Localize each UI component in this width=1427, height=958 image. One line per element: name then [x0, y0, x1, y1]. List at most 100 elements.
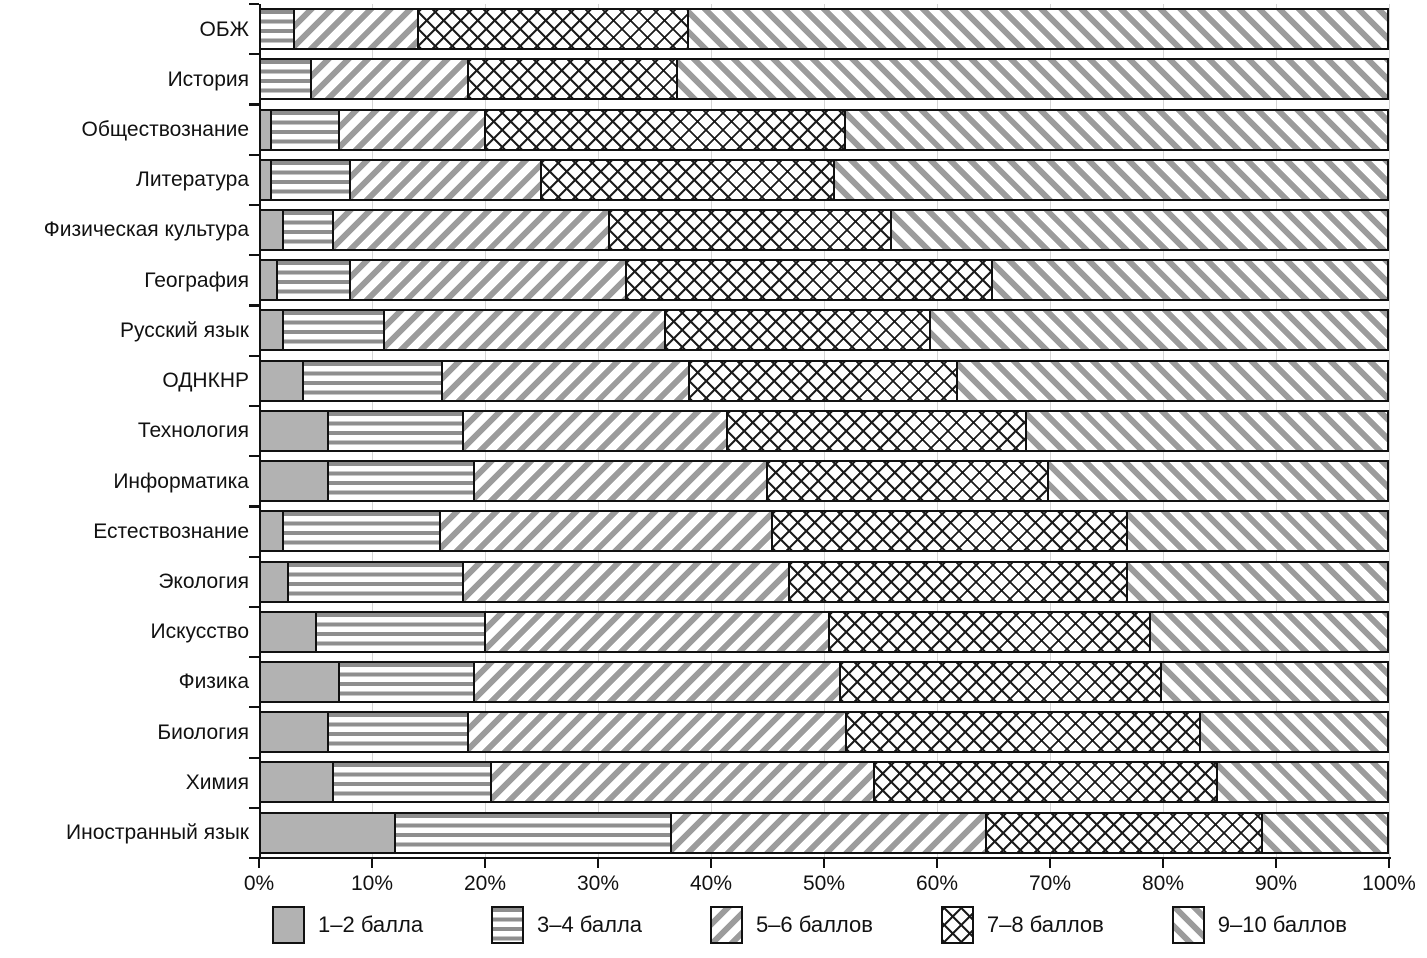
- x-axis-labels: 0% 10% 20% 30% 40% 50% 60% 70% 80% 90% 100%: [244, 872, 1416, 898]
- y-axis-tick: [249, 304, 259, 307]
- bar-segment: [303, 361, 444, 400]
- bar-segment: [261, 813, 397, 852]
- bar-segment: [261, 512, 284, 551]
- bar-row: Информатика: [0, 456, 1427, 506]
- bar-row: ОБЖ: [0, 4, 1427, 54]
- bar-segment: [261, 411, 329, 450]
- bar-segment: [1026, 411, 1387, 450]
- bar-segment: [486, 110, 847, 149]
- bar-segment: [261, 261, 278, 300]
- category-label: Естествознание: [93, 519, 249, 543]
- y-axis-tick: [249, 354, 259, 357]
- bar-row: Искусство: [0, 607, 1427, 657]
- bar-segment: [441, 512, 774, 551]
- x-tick-label: 40%: [689, 872, 733, 895]
- category-label: Обществознание: [81, 118, 249, 141]
- bar-row: Биология: [0, 707, 1427, 757]
- bar-row: ОДНКНР: [0, 356, 1427, 406]
- bar-row: История: [0, 54, 1427, 104]
- legend-swatch-diagonal-back: [1171, 906, 1205, 944]
- y-axis-tick: [249, 756, 259, 759]
- x-tick-label: 50%: [802, 872, 846, 895]
- bar-segment: [289, 562, 464, 601]
- gridline: [1388, 4, 1390, 858]
- bar-row: Технология: [0, 406, 1427, 456]
- y-axis-tick: [249, 706, 259, 709]
- bar-segment: [418, 10, 689, 49]
- legend-label: 5–6 баллов: [755, 912, 873, 937]
- legend-item: 9–10 баллов: [1171, 906, 1347, 944]
- bar-row: Экология: [0, 556, 1427, 606]
- bar-segment: [474, 462, 768, 501]
- stacked-bar: [259, 108, 1389, 151]
- y-axis-tick: [249, 806, 259, 809]
- plot-rows: ОБЖ История Обществознание Литература Физиче…: [0, 4, 1427, 858]
- category-label: Искусство: [150, 620, 250, 644]
- bar-segment: [677, 60, 1387, 99]
- stacked-bar: [259, 158, 1389, 201]
- x-tick-label: 0%: [243, 872, 275, 895]
- category-label: Химия: [185, 770, 249, 794]
- bar-row: Обществознание: [0, 104, 1427, 154]
- bar-segment: [261, 60, 312, 99]
- bar-segment: [317, 612, 487, 651]
- bar-segment: [261, 210, 284, 249]
- x-axis-tick: [936, 859, 939, 868]
- x-axis-tick: [1388, 859, 1391, 868]
- y-axis-tick: [249, 203, 259, 207]
- category-label: Экология: [158, 569, 249, 593]
- bar-segment: [261, 311, 284, 350]
- bar-segment: [328, 462, 475, 501]
- bar-segment: [474, 662, 841, 701]
- bar-segment: [261, 662, 340, 701]
- bar-segment: [874, 763, 1219, 802]
- bar-segment: [351, 261, 627, 300]
- x-axis-tick: [823, 859, 826, 868]
- legend-item: 1–2 балла: [272, 906, 423, 944]
- x-axis-tick: [1275, 859, 1278, 868]
- bar-segment: [339, 662, 475, 701]
- legend-label: 1–2 балла: [318, 912, 424, 937]
- x-axis-tick: [1049, 859, 1052, 868]
- category-label: Литература: [136, 168, 249, 192]
- bar-segment: [992, 261, 1387, 300]
- bar-segment: [283, 311, 385, 350]
- bar-segment: [626, 261, 993, 300]
- bar-segment: [351, 160, 543, 199]
- bar-segment: [396, 813, 672, 852]
- bar-segment: [272, 160, 352, 199]
- bar-segment: [666, 311, 931, 350]
- bar-segment: [773, 512, 1128, 551]
- bar-row: География: [0, 255, 1427, 305]
- category-label: Физика: [178, 670, 249, 694]
- x-axis-tick: [484, 859, 487, 868]
- legend-label: 3–4 балла: [536, 912, 643, 937]
- bar-segment: [328, 411, 464, 450]
- bar-segment: [790, 562, 1128, 601]
- y-axis-tick: [249, 857, 259, 860]
- stacked-bar: [259, 510, 1389, 553]
- y-axis-tick: [249, 455, 259, 458]
- legend-label: 9–10 баллов: [1217, 912, 1347, 937]
- bar-segment: [840, 662, 1162, 701]
- bar-segment: [283, 210, 335, 249]
- y-axis-tick: [249, 555, 259, 558]
- bar-segment: [1150, 612, 1387, 651]
- bar-segment: [261, 110, 273, 149]
- legend-swatch-horizontal-lines: [490, 906, 524, 944]
- bar-segment: [846, 713, 1202, 752]
- legend-item: 7–8 баллов: [940, 906, 1104, 944]
- stacked-bar: [259, 560, 1389, 603]
- x-tick-label: 80%: [1141, 872, 1185, 895]
- bar-segment: [261, 160, 273, 199]
- bar-segment: [272, 110, 340, 149]
- bar-segment: [486, 612, 830, 651]
- bar-segment: [1263, 813, 1387, 852]
- legend-swatch-diagonal-forward: [709, 906, 743, 944]
- bar-segment: [463, 562, 791, 601]
- bar-row: Литература: [0, 155, 1427, 205]
- y-axis-tick: [249, 103, 259, 106]
- y-axis-tick: [249, 254, 259, 257]
- bar-segment: [610, 210, 892, 249]
